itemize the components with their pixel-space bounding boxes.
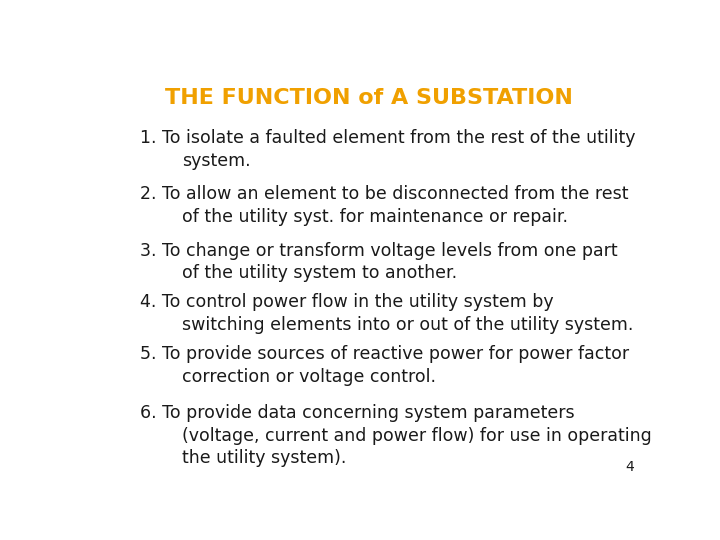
Text: switching elements into or out of the utility system.: switching elements into or out of the ut… xyxy=(182,316,634,334)
Text: 1. To isolate a faulted element from the rest of the utility: 1. To isolate a faulted element from the… xyxy=(140,129,636,147)
Text: 4: 4 xyxy=(625,461,634,474)
Text: THE FUNCTION of A SUBSTATION: THE FUNCTION of A SUBSTATION xyxy=(165,87,573,107)
Text: the utility system).: the utility system). xyxy=(182,449,346,468)
Text: 4. To control power flow in the utility system by: 4. To control power flow in the utility … xyxy=(140,294,554,312)
Text: system.: system. xyxy=(182,152,251,170)
Text: 3. To change or transform voltage levels from one part: 3. To change or transform voltage levels… xyxy=(140,241,618,260)
Text: 2. To allow an element to be disconnected from the rest: 2. To allow an element to be disconnecte… xyxy=(140,185,629,204)
Text: 6. To provide data concerning system parameters: 6. To provide data concerning system par… xyxy=(140,404,575,422)
Text: of the utility syst. for maintenance or repair.: of the utility syst. for maintenance or … xyxy=(182,208,568,226)
Text: (voltage, current and power flow) for use in operating: (voltage, current and power flow) for us… xyxy=(182,427,652,444)
Text: correction or voltage control.: correction or voltage control. xyxy=(182,368,436,386)
Text: of the utility system to another.: of the utility system to another. xyxy=(182,265,457,282)
Text: 5. To provide sources of reactive power for power factor: 5. To provide sources of reactive power … xyxy=(140,346,629,363)
